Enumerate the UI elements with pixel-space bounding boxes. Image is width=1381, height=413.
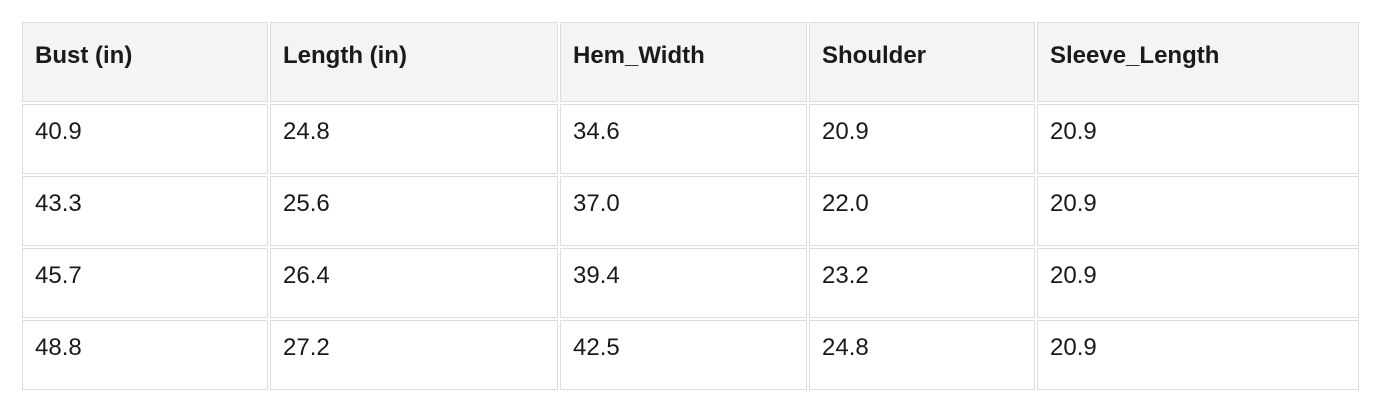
table-cell: 20.9 [1037,176,1359,246]
size-chart-table: Bust (in) Length (in) Hem_Width Shoulder… [20,20,1361,392]
column-header-sleeve-length: Sleeve_Length [1037,22,1359,102]
table-cell: 34.6 [560,104,807,174]
table-cell: 22.0 [809,176,1035,246]
table-cell: 26.4 [270,248,558,318]
table-cell: 23.2 [809,248,1035,318]
table-cell: 20.9 [809,104,1035,174]
column-header-hem-width: Hem_Width [560,22,807,102]
table-cell: 39.4 [560,248,807,318]
table-row: 48.8 27.2 42.5 24.8 20.9 [22,320,1359,390]
table-cell: 42.5 [560,320,807,390]
table-cell: 27.2 [270,320,558,390]
table-cell: 45.7 [22,248,268,318]
table-cell: 20.9 [1037,320,1359,390]
table-row: 45.7 26.4 39.4 23.2 20.9 [22,248,1359,318]
table-cell: 25.6 [270,176,558,246]
header-row: Bust (in) Length (in) Hem_Width Shoulder… [22,22,1359,102]
table-cell: 24.8 [809,320,1035,390]
column-header-bust: Bust (in) [22,22,268,102]
table-cell: 20.9 [1037,248,1359,318]
table-cell: 40.9 [22,104,268,174]
table-cell: 48.8 [22,320,268,390]
column-header-shoulder: Shoulder [809,22,1035,102]
table-row: 43.3 25.6 37.0 22.0 20.9 [22,176,1359,246]
table-cell: 37.0 [560,176,807,246]
table-cell: 43.3 [22,176,268,246]
table-body: 40.9 24.8 34.6 20.9 20.9 43.3 25.6 37.0 … [22,104,1359,390]
column-header-length: Length (in) [270,22,558,102]
table-cell: 24.8 [270,104,558,174]
table-cell: 20.9 [1037,104,1359,174]
table-row: 40.9 24.8 34.6 20.9 20.9 [22,104,1359,174]
table-header: Bust (in) Length (in) Hem_Width Shoulder… [22,22,1359,102]
